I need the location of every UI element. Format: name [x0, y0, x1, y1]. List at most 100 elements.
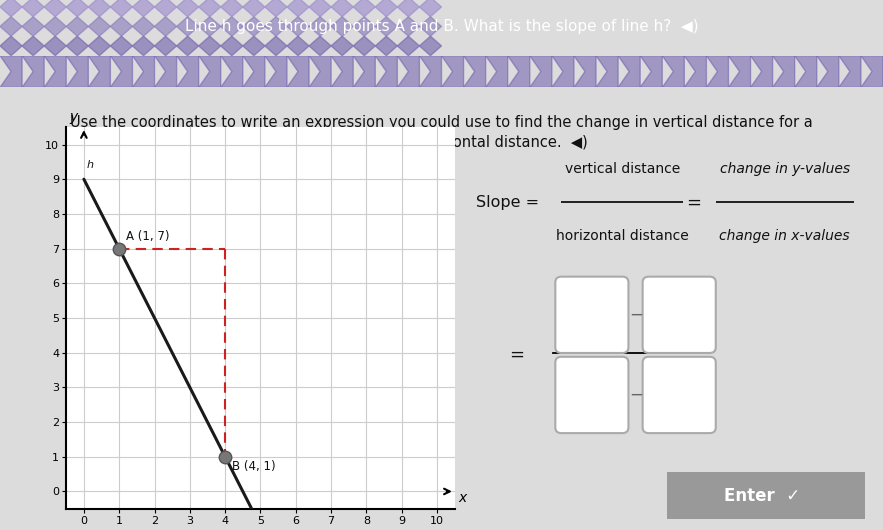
Polygon shape — [353, 36, 375, 56]
FancyBboxPatch shape — [643, 277, 716, 353]
Polygon shape — [375, 56, 397, 87]
Polygon shape — [177, 0, 199, 16]
Polygon shape — [0, 16, 22, 36]
Polygon shape — [110, 56, 132, 87]
Text: A (1, 7): A (1, 7) — [126, 231, 170, 243]
Polygon shape — [199, 16, 221, 36]
Polygon shape — [530, 56, 552, 87]
Polygon shape — [397, 36, 419, 56]
Polygon shape — [640, 56, 662, 87]
Polygon shape — [88, 0, 110, 16]
Text: −: − — [629, 386, 643, 404]
Polygon shape — [353, 56, 375, 87]
Polygon shape — [486, 56, 508, 87]
Polygon shape — [861, 56, 883, 87]
Polygon shape — [243, 0, 265, 16]
Polygon shape — [66, 0, 88, 16]
Polygon shape — [397, 0, 419, 16]
Polygon shape — [287, 56, 309, 87]
Polygon shape — [309, 56, 331, 87]
Polygon shape — [44, 56, 66, 87]
Polygon shape — [508, 56, 530, 87]
Polygon shape — [397, 16, 419, 36]
Polygon shape — [155, 16, 177, 36]
Polygon shape — [177, 56, 199, 87]
Text: Line h goes through points A and B. What is the slope of line h?  ◀): Line h goes through points A and B. What… — [185, 19, 698, 34]
Text: −: − — [629, 306, 643, 324]
FancyBboxPatch shape — [643, 357, 716, 433]
Polygon shape — [132, 0, 155, 16]
Polygon shape — [265, 0, 287, 16]
Polygon shape — [662, 56, 684, 87]
Polygon shape — [88, 36, 110, 56]
Text: x: x — [458, 491, 466, 506]
Polygon shape — [287, 0, 309, 16]
Polygon shape — [155, 36, 177, 56]
Polygon shape — [375, 0, 397, 16]
Polygon shape — [442, 56, 464, 87]
Polygon shape — [751, 56, 773, 87]
Polygon shape — [221, 0, 243, 16]
Polygon shape — [199, 0, 221, 16]
Polygon shape — [0, 36, 22, 56]
Polygon shape — [817, 56, 839, 87]
Text: change in y-values: change in y-values — [720, 162, 849, 175]
Polygon shape — [199, 36, 221, 56]
Polygon shape — [309, 0, 331, 16]
Polygon shape — [419, 56, 442, 87]
Text: Use the coordinates to write an expression you could use to find the change in v: Use the coordinates to write an expressi… — [70, 116, 812, 130]
Polygon shape — [88, 16, 110, 36]
Polygon shape — [706, 56, 728, 87]
Text: B (4, 1): B (4, 1) — [232, 460, 275, 473]
Polygon shape — [22, 56, 44, 87]
Polygon shape — [728, 56, 751, 87]
Polygon shape — [353, 16, 375, 36]
Text: h: h — [87, 160, 94, 170]
Polygon shape — [309, 16, 331, 36]
Polygon shape — [464, 56, 486, 87]
Polygon shape — [243, 36, 265, 56]
Polygon shape — [419, 0, 442, 16]
Polygon shape — [287, 36, 309, 56]
Polygon shape — [618, 56, 640, 87]
Polygon shape — [0, 56, 22, 87]
Polygon shape — [177, 36, 199, 56]
Polygon shape — [199, 56, 221, 87]
FancyBboxPatch shape — [555, 277, 629, 353]
Polygon shape — [773, 56, 795, 87]
Polygon shape — [66, 36, 88, 56]
Polygon shape — [839, 56, 861, 87]
Polygon shape — [795, 56, 817, 87]
FancyBboxPatch shape — [555, 357, 629, 433]
Text: change in x-values: change in x-values — [720, 229, 850, 243]
Polygon shape — [22, 36, 44, 56]
Polygon shape — [221, 16, 243, 36]
Polygon shape — [110, 16, 132, 36]
Text: horizontal distance: horizontal distance — [556, 229, 689, 243]
Polygon shape — [331, 36, 353, 56]
Polygon shape — [66, 16, 88, 36]
Polygon shape — [0, 0, 22, 16]
Polygon shape — [243, 16, 265, 36]
Polygon shape — [22, 16, 44, 36]
Polygon shape — [132, 16, 155, 36]
Polygon shape — [353, 0, 375, 16]
Polygon shape — [44, 36, 66, 56]
Polygon shape — [287, 16, 309, 36]
Text: given change in horizontal distance.  ◀): given change in horizontal distance. ◀) — [295, 135, 587, 151]
Text: Enter  ✓: Enter ✓ — [724, 487, 800, 505]
Text: =: = — [686, 193, 701, 211]
Polygon shape — [22, 0, 44, 16]
FancyBboxPatch shape — [651, 468, 881, 523]
Polygon shape — [331, 56, 353, 87]
Polygon shape — [552, 56, 574, 87]
Polygon shape — [243, 56, 265, 87]
Polygon shape — [375, 36, 397, 56]
Polygon shape — [44, 16, 66, 36]
Polygon shape — [177, 16, 199, 36]
Polygon shape — [331, 16, 353, 36]
Polygon shape — [88, 56, 110, 87]
Polygon shape — [221, 56, 243, 87]
Polygon shape — [66, 56, 88, 87]
Polygon shape — [155, 0, 177, 16]
